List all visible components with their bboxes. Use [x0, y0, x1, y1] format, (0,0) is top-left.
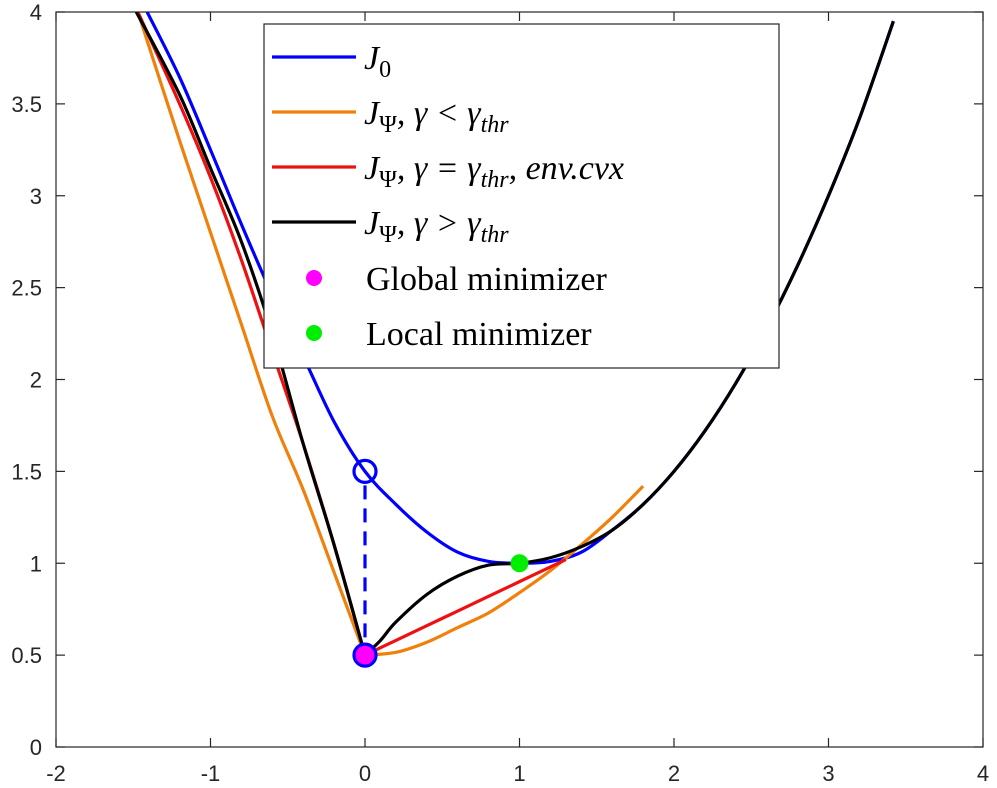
- y-tick-label: 1: [30, 551, 42, 576]
- legend-entry-j-psi-below-threshold-curve: JΨ, γ < γthr: [364, 95, 509, 138]
- open-circle-marker: [352, 458, 378, 484]
- open-circle-marker: [352, 642, 378, 668]
- legend-marker-swatch: [306, 325, 322, 341]
- legend-entry-global-minimizer: Global minimizer: [366, 261, 607, 298]
- annotations: [352, 458, 529, 668]
- y-tick-label: 2: [30, 368, 42, 393]
- y-tick-label: 3: [30, 184, 42, 209]
- global-minimizer-point: [355, 645, 375, 666]
- legend: J0 JΨ, γ < γthr JΨ, γ = γthr, env.cvx JΨ, γ…: [263, 23, 780, 369]
- y-tick-label: 4: [30, 0, 42, 25]
- x-tick-label: 4: [977, 761, 989, 786]
- local-minimizer-point: [510, 554, 529, 573]
- x-tick-label: -1: [201, 761, 221, 786]
- x-tick-label: 1: [513, 761, 525, 786]
- x-tick-label: 3: [822, 761, 834, 786]
- legend-box: [263, 23, 780, 369]
- x-tick-label: 0: [359, 761, 371, 786]
- legend-entry-j0-curve: J0: [364, 40, 391, 83]
- y-tick-label: 1.5: [11, 459, 42, 484]
- legend-entry-j-psi-above-threshold-curve: JΨ, γ > γthr: [364, 205, 509, 248]
- y-tick-label: 2.5: [11, 276, 42, 301]
- legend-entry-j-psi-at-threshold-curve: JΨ, γ = γthr, env.cvx: [364, 150, 624, 193]
- y-tick-label: 3.5: [11, 92, 42, 117]
- legend-entry-local-minimizer: Local minimizer: [366, 316, 592, 353]
- x-tick-label: 2: [668, 761, 680, 786]
- y-tick-label: 0: [30, 735, 42, 760]
- legend-marker-swatch: [306, 270, 322, 286]
- y-tick-label: 0.5: [11, 643, 42, 668]
- tick-marks: [55, 11, 984, 748]
- x-tick-label: -2: [46, 761, 66, 786]
- tick-labels: -2 -1 0 1 2 3 4 0 0.5 1 1.5 2 2.5 3 3.5 4: [11, 0, 989, 786]
- j-psi-below-threshold-curve: [136, 12, 645, 657]
